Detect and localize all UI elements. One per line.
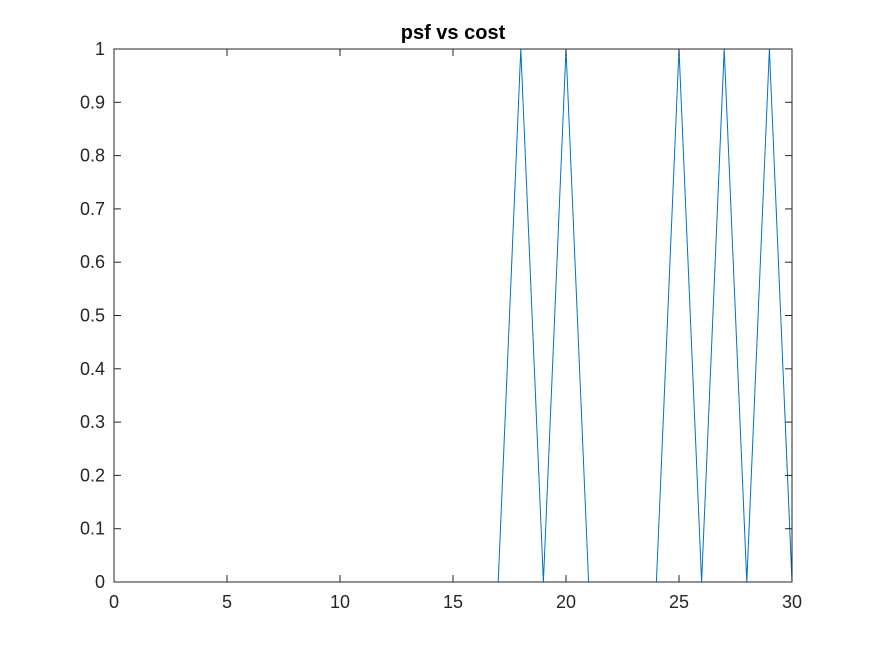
y-tick-label: 1 bbox=[95, 39, 105, 59]
y-tick-label: 0.3 bbox=[80, 412, 105, 432]
x-tick-label: 5 bbox=[222, 592, 232, 612]
plot-area bbox=[114, 49, 792, 582]
y-tick-label: 0 bbox=[95, 572, 105, 592]
y-tick-label: 0.6 bbox=[80, 252, 105, 272]
x-tick-label: 15 bbox=[443, 592, 463, 612]
axes-layer: 0 5 10 15 20 25 30 0 0.1 0.2 0.3 0.4 0.5 0.6 0.7 0.8 0.9… bbox=[80, 39, 802, 612]
x-tick-label: 10 bbox=[330, 592, 350, 612]
x-tick-label: 20 bbox=[556, 592, 576, 612]
x-tick-label: 0 bbox=[109, 592, 119, 612]
y-tick-label: 0.5 bbox=[80, 306, 105, 326]
y-tick-label: 0.2 bbox=[80, 465, 105, 485]
x-tick-label: 25 bbox=[669, 592, 689, 612]
y-tick-label: 0.1 bbox=[80, 519, 105, 539]
y-tick-label: 0.8 bbox=[80, 146, 105, 166]
x-tick-label: 30 bbox=[782, 592, 802, 612]
y-tick-label: 0.7 bbox=[80, 199, 105, 219]
y-tick-label: 0.9 bbox=[80, 92, 105, 112]
y-tick-label: 0.4 bbox=[80, 359, 105, 379]
chart-title: psf vs cost bbox=[401, 22, 506, 44]
